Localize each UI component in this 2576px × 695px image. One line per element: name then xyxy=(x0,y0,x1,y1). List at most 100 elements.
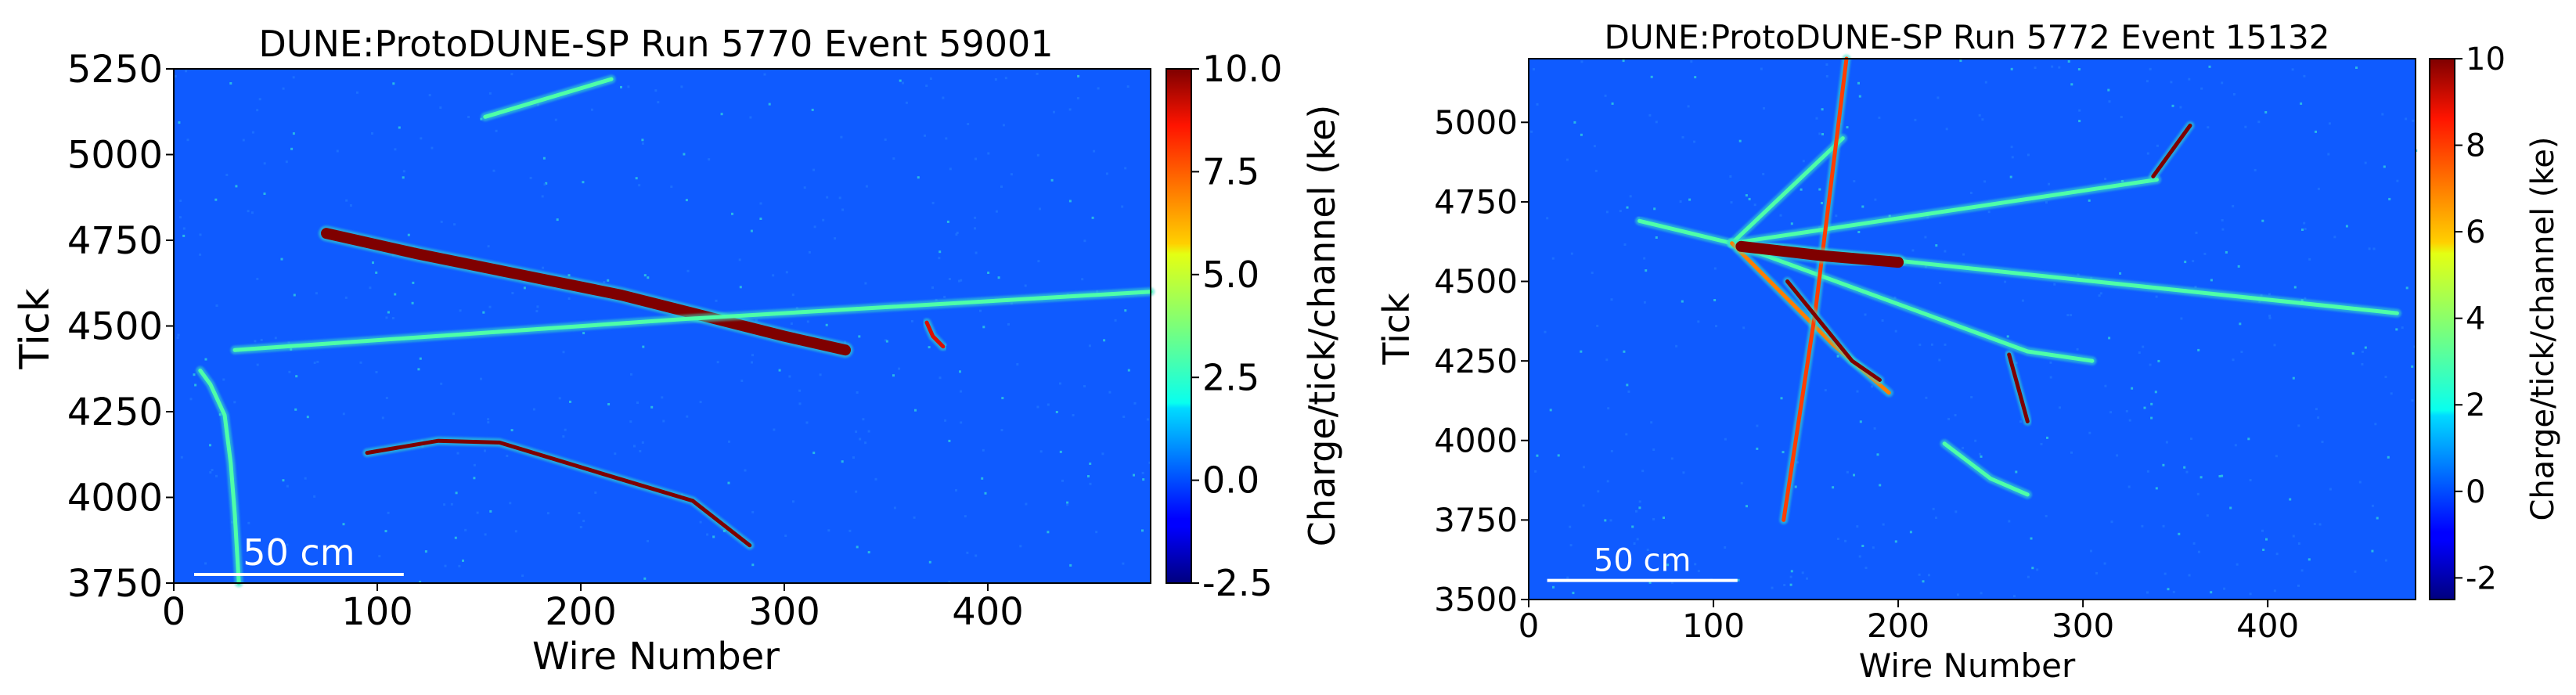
track-line xyxy=(924,320,946,349)
noise-speck xyxy=(680,85,683,88)
noise-speck xyxy=(2107,88,2110,92)
noise-speck xyxy=(699,520,702,524)
noise-speck xyxy=(546,512,549,515)
noise-speck xyxy=(2329,488,2332,491)
noise-speck xyxy=(1036,153,1039,157)
track-line xyxy=(1942,441,2030,497)
noise-speck xyxy=(209,471,212,474)
noise-speck xyxy=(480,117,483,121)
noise-speck xyxy=(1796,461,1799,464)
noise-speck xyxy=(444,564,447,567)
noise-speck xyxy=(1551,257,1555,260)
noise-speck xyxy=(402,176,405,179)
noise-speck xyxy=(727,481,730,484)
noise-speck xyxy=(1815,117,1818,120)
colorbar-tick-label: -2.5 xyxy=(1202,562,1273,604)
noise-speck xyxy=(852,456,855,459)
noise-speck xyxy=(2095,571,2099,574)
panel-2-scale-bar-label: 50 cm xyxy=(1594,543,1692,579)
noise-speck xyxy=(979,309,982,312)
noise-speck xyxy=(855,430,858,434)
panel-1: DUNE:ProtoDUNE-SP Run 5770 Event 59001 T… xyxy=(12,23,1343,679)
noise-speck xyxy=(1039,207,1041,211)
noise-speck xyxy=(185,70,188,73)
noise-speck xyxy=(862,418,865,421)
noise-speck xyxy=(394,293,397,296)
noise-speck xyxy=(738,258,741,261)
x-tick-label: 200 xyxy=(1867,607,1929,645)
noise-speck xyxy=(2098,294,2101,297)
noise-speck xyxy=(2411,399,2414,402)
noise-speck xyxy=(2167,588,2170,591)
noise-speck xyxy=(1872,546,1875,549)
noise-speck xyxy=(411,301,414,304)
noise-speck xyxy=(1713,267,1717,270)
noise-speck xyxy=(440,382,443,385)
noise-speck xyxy=(1740,481,1743,484)
noise-speck xyxy=(2265,538,2268,541)
noise-speck xyxy=(1050,178,1054,182)
noise-speck xyxy=(751,361,753,364)
noise-speck xyxy=(1818,188,1821,191)
noise-speck xyxy=(778,369,781,372)
noise-speck xyxy=(2162,463,2165,466)
noise-speck xyxy=(2387,456,2390,459)
noise-speck xyxy=(848,529,852,532)
noise-speck xyxy=(286,543,289,546)
noise-speck xyxy=(375,371,378,373)
noise-speck xyxy=(2119,272,2122,275)
noise-speck xyxy=(2203,252,2207,255)
noise-speck xyxy=(2154,391,2157,394)
noise-speck xyxy=(456,452,459,455)
noise-speck xyxy=(316,360,319,363)
noise-speck xyxy=(1066,501,1069,504)
noise-speck xyxy=(229,82,232,85)
panel-2-xlabel: Wire Number xyxy=(1859,646,2076,685)
noise-speck xyxy=(543,183,546,186)
noise-speck xyxy=(1108,391,1111,394)
x-tick-label: 300 xyxy=(2052,607,2114,645)
noise-speck xyxy=(1552,585,1555,589)
noise-speck xyxy=(1857,81,1860,85)
noise-speck xyxy=(1611,102,1614,105)
noise-speck xyxy=(1737,578,1740,582)
noise-speck xyxy=(1935,244,1938,247)
noise-speck xyxy=(567,297,571,300)
noise-speck xyxy=(892,157,895,160)
noise-speck xyxy=(2411,365,2414,368)
noise-speck xyxy=(931,201,935,204)
noise-speck xyxy=(473,463,476,466)
noise-speck xyxy=(945,137,948,140)
noise-speck xyxy=(1846,126,1849,129)
noise-speck xyxy=(2381,113,2384,116)
noise-speck xyxy=(1818,132,1821,135)
noise-speck xyxy=(1604,519,1607,522)
noise-speck xyxy=(2273,589,2276,592)
noise-speck xyxy=(179,200,182,202)
colorbar-tick-label: 10.0 xyxy=(1202,48,1282,90)
noise-speck xyxy=(1753,203,1756,207)
noise-speck xyxy=(2210,591,2213,594)
noise-speck xyxy=(419,581,422,584)
panel-1-y-ticks: 3750 4000 4250 4500 4750 5000 5250 xyxy=(67,48,174,606)
noise-speck xyxy=(641,441,644,444)
noise-speck xyxy=(2009,175,2012,178)
noise-speck xyxy=(1081,278,1084,281)
noise-speck xyxy=(856,391,859,394)
noise-speck xyxy=(1631,525,1634,528)
noise-speck xyxy=(1832,486,1835,489)
noise-speck xyxy=(215,304,218,307)
noise-speck xyxy=(1534,470,1537,473)
noise-speck xyxy=(194,384,197,387)
noise-speck xyxy=(1593,145,1596,148)
noise-speck xyxy=(2051,65,2054,68)
noise-speck xyxy=(2292,376,2295,380)
noise-speck xyxy=(1729,175,1732,178)
noise-speck xyxy=(282,479,285,482)
noise-speck xyxy=(812,452,816,455)
noise-speck xyxy=(1928,574,1930,577)
noise-speck xyxy=(1095,531,1098,534)
panel-2-colorbar-label: Charge/tick/channel (ke) xyxy=(2525,137,2561,521)
y-tick-label: 5000 xyxy=(1434,103,1518,142)
noise-speck xyxy=(2053,283,2056,286)
